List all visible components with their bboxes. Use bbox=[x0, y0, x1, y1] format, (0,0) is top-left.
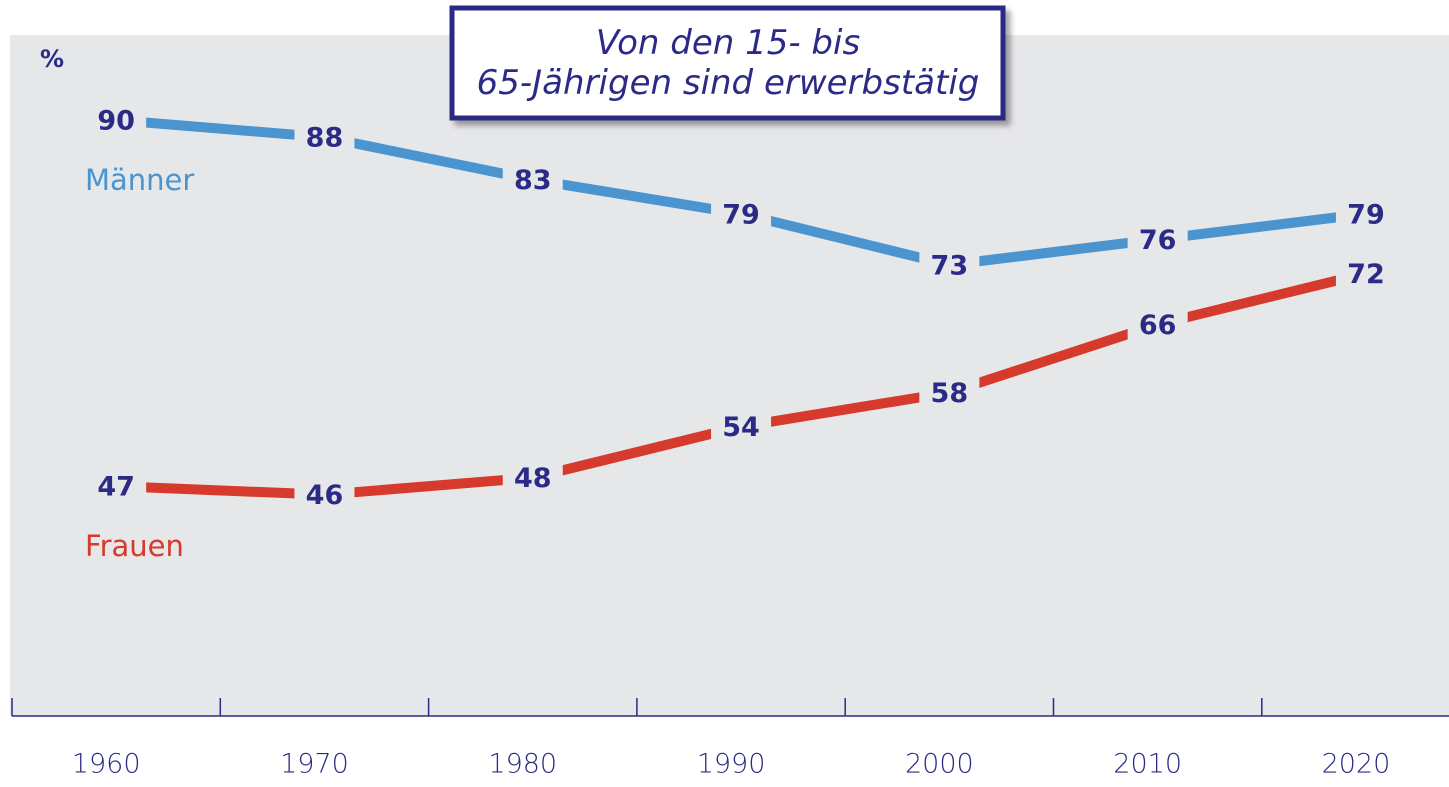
label-bg bbox=[711, 404, 772, 449]
x-tick-label: 2020 bbox=[1322, 749, 1391, 780]
chart-title: Von den 15- bis 65-Jährigen sind erwerbst… bbox=[477, 23, 980, 103]
label-bg bbox=[502, 455, 563, 500]
data-label: 48 bbox=[514, 463, 552, 494]
data-label: 90 bbox=[97, 106, 135, 137]
data-label: 79 bbox=[1347, 199, 1385, 230]
x-tick-label: 1990 bbox=[697, 749, 766, 780]
data-label: 66 bbox=[1139, 310, 1177, 341]
x-tick-label: 2000 bbox=[905, 749, 974, 780]
label-bg bbox=[919, 370, 980, 415]
label-bg bbox=[502, 157, 563, 202]
data-label: 72 bbox=[1347, 259, 1385, 290]
label-bg bbox=[294, 115, 355, 160]
x-tick-label: 1970 bbox=[280, 749, 349, 780]
data-label: 83 bbox=[514, 165, 552, 196]
label-bg bbox=[1335, 191, 1396, 236]
label-bg bbox=[1127, 217, 1188, 262]
data-label: 76 bbox=[1139, 225, 1177, 256]
legend-label: Männer bbox=[85, 163, 194, 197]
label-bg bbox=[1127, 302, 1188, 347]
x-tick-label: 2010 bbox=[1113, 749, 1182, 780]
label-bg bbox=[1335, 251, 1396, 296]
title-box bbox=[449, 5, 1006, 121]
x-tick-label: 1980 bbox=[488, 749, 557, 780]
data-label: 88 bbox=[306, 123, 344, 154]
data-label: 46 bbox=[306, 480, 344, 511]
y-axis-label: % bbox=[40, 45, 64, 73]
plot-area bbox=[10, 35, 1449, 716]
data-label: 54 bbox=[722, 412, 760, 443]
label-bg bbox=[711, 191, 772, 236]
label-bg bbox=[919, 242, 980, 287]
legend-label: Frauen bbox=[85, 529, 184, 563]
x-tick-label: 1960 bbox=[72, 749, 141, 780]
label-bg bbox=[86, 464, 147, 509]
data-label: 47 bbox=[97, 472, 135, 503]
label-bg bbox=[294, 472, 355, 517]
data-label: 79 bbox=[722, 199, 760, 230]
data-label: 73 bbox=[931, 250, 969, 281]
label-bg bbox=[86, 98, 147, 143]
data-label: 58 bbox=[931, 378, 969, 409]
